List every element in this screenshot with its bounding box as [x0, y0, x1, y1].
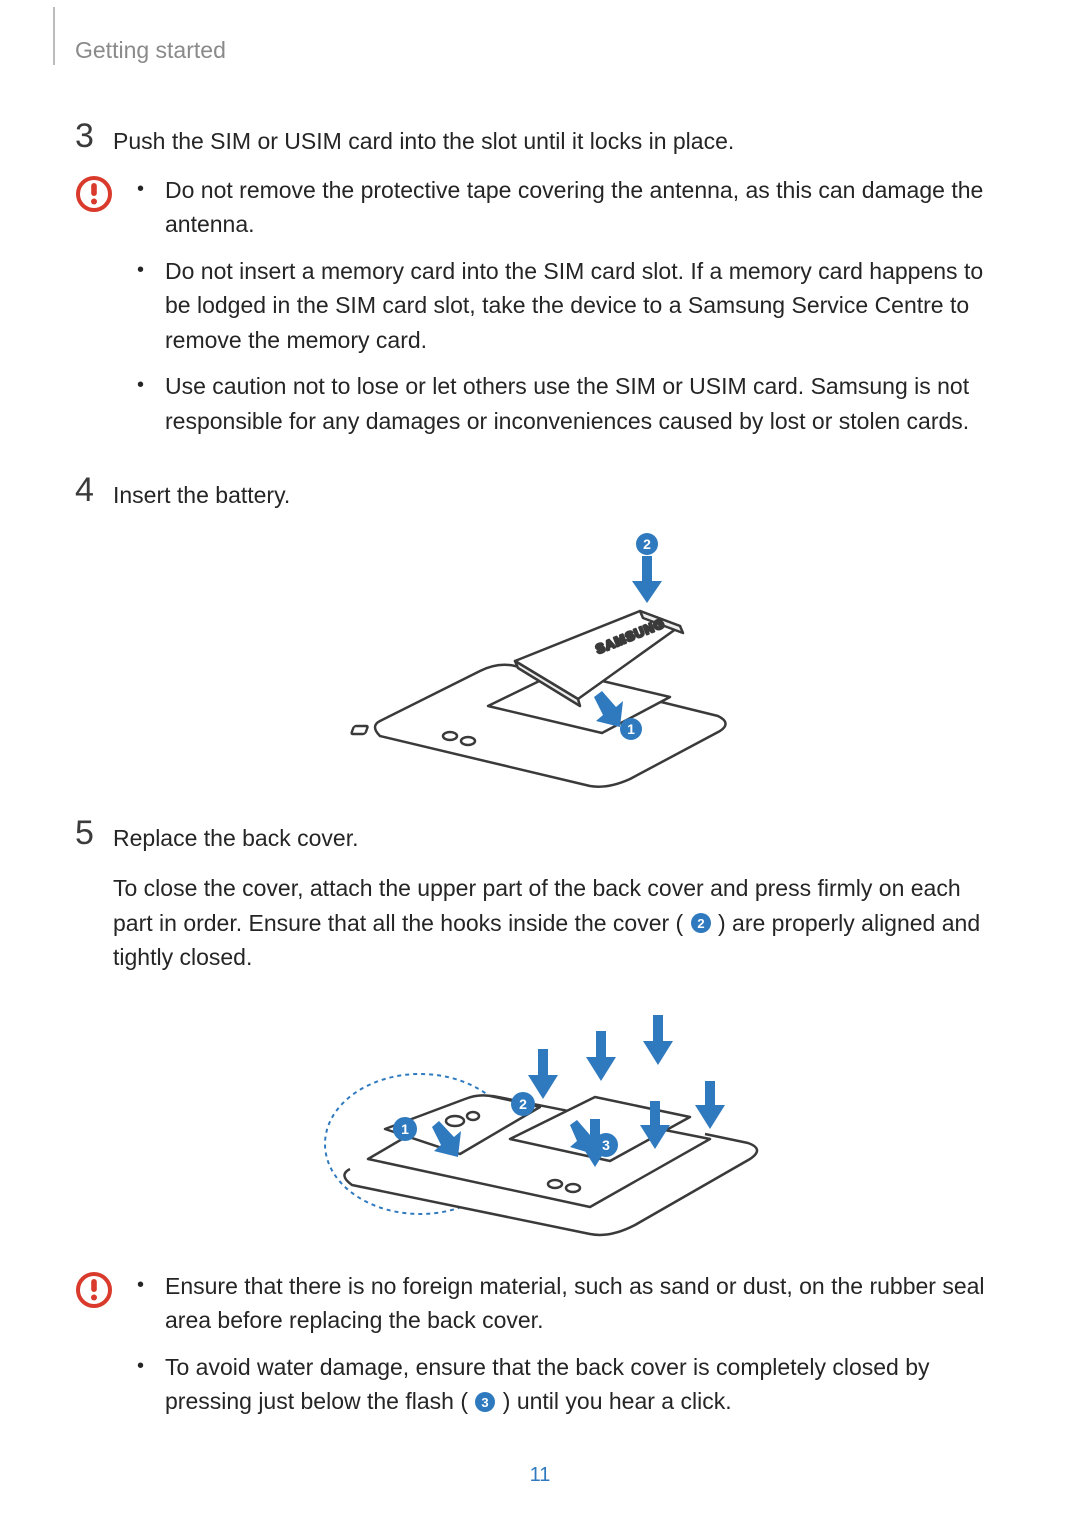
page-number: 11	[0, 1464, 1080, 1487]
svg-text:3: 3	[602, 1137, 610, 1153]
callout-1: 1	[620, 718, 642, 740]
bullet-text: To avoid water damage, ensure that the b…	[165, 1350, 1005, 1419]
bullet-item: • Ensure that there is no foreign materi…	[133, 1269, 1005, 1338]
caution-list: • Ensure that there is no foreign materi…	[133, 1269, 1005, 1431]
bullet-item: • Do not remove the protective tape cove…	[133, 173, 1005, 242]
bullet-item: • To avoid water damage, ensure that the…	[133, 1350, 1005, 1419]
inline-badge-3: 3	[474, 1391, 496, 1413]
bullet-dot: •	[133, 369, 165, 438]
step-5: 5 Replace the back cover. To close the c…	[75, 821, 1005, 991]
bullet-dot: •	[133, 1350, 165, 1419]
caution-block-2: • Ensure that there is no foreign materi…	[75, 1269, 1005, 1431]
step-body: Replace the back cover. To close the cov…	[113, 821, 1005, 991]
step-number: 5	[75, 816, 113, 991]
svg-text:1: 1	[401, 1121, 409, 1137]
step-number: 4	[75, 473, 113, 513]
manual-page: Getting started 3 Push the SIM or USIM c…	[0, 0, 1080, 1527]
bullet-dot: •	[133, 173, 165, 242]
callout-3: 3	[594, 1133, 618, 1157]
section-title: Getting started	[75, 37, 1005, 64]
battery-diagram: SAMSUNG 2 1	[340, 531, 740, 791]
step-detail: To close the cover, attach the upper par…	[113, 871, 1005, 975]
step-4: 4 Insert the battery.	[75, 478, 1005, 513]
caution-icon-col	[75, 173, 133, 451]
bullet-dot: •	[133, 254, 165, 358]
caution-icon-col	[75, 1269, 133, 1431]
svg-text:3: 3	[482, 1395, 489, 1410]
cover-diagram: 1 2 3	[290, 1009, 790, 1239]
bullet-text: Use caution not to lose or let others us…	[165, 369, 1005, 438]
step-title: Replace the back cover.	[113, 821, 1005, 856]
caution-icon	[75, 175, 113, 213]
bullet-item: • Use caution not to lose or let others …	[133, 369, 1005, 438]
step-text: Push the SIM or USIM card into the slot …	[113, 124, 1005, 159]
svg-text:2: 2	[697, 916, 704, 931]
callout-2: 2	[636, 533, 658, 555]
caution-block-1: • Do not remove the protective tape cove…	[75, 173, 1005, 451]
step-number: 3	[75, 119, 113, 159]
figure-insert-battery: SAMSUNG 2 1	[75, 531, 1005, 791]
bullet-dot: •	[133, 1269, 165, 1338]
callout-label: 2	[643, 536, 651, 552]
svg-text:2: 2	[519, 1096, 527, 1112]
step-text: Insert the battery.	[113, 478, 1005, 513]
callout-label: 1	[627, 721, 635, 737]
header-rule	[53, 7, 55, 65]
inline-badge-2: 2	[690, 912, 712, 934]
page-header: Getting started	[75, 37, 1005, 64]
callout-1: 1	[393, 1117, 417, 1141]
step-3: 3 Push the SIM or USIM card into the slo…	[75, 124, 1005, 159]
figure-back-cover: 1 2 3	[75, 1009, 1005, 1239]
caution-icon	[75, 1271, 113, 1309]
bullet-part-b: ) until you hear a click.	[503, 1388, 732, 1414]
callout-2: 2	[511, 1092, 535, 1116]
bullet-item: • Do not insert a memory card into the S…	[133, 254, 1005, 358]
bullet-text: Do not remove the protective tape coveri…	[165, 173, 1005, 242]
bullet-text: Do not insert a memory card into the SIM…	[165, 254, 1005, 358]
bullet-text: Ensure that there is no foreign material…	[165, 1269, 1005, 1338]
caution-list: • Do not remove the protective tape cove…	[133, 173, 1005, 451]
